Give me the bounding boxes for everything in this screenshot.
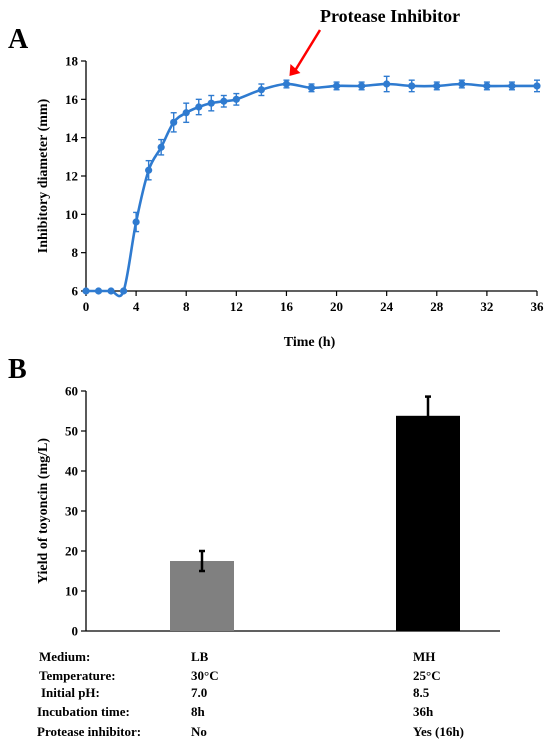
condition-label: Initial pH: — [41, 685, 100, 700]
protease-inhibitor-annotation: Protease Inhibitor — [320, 6, 460, 26]
bar-lb — [170, 561, 234, 631]
panel-a-letter: A — [8, 24, 29, 55]
condition-label: Protease inhibitor: — [37, 724, 142, 739]
data-point — [332, 82, 341, 90]
condition-lb-value: 30°C — [191, 668, 219, 683]
data-point — [195, 103, 203, 111]
y-axis-label-a: Inhibitory diameter (mm) — [36, 98, 51, 253]
data-point — [107, 287, 115, 295]
condition-mh-value: 36h — [413, 704, 434, 719]
arrow-shaft — [294, 29, 322, 71]
x-tick-label-a: 8 — [183, 299, 190, 314]
condition-label: Temperature: — [39, 668, 116, 683]
x-tick-label-a: 20 — [330, 299, 343, 314]
x-axis-label-a: Time (h) — [284, 335, 336, 350]
condition-lb-value: 8h — [191, 704, 205, 719]
x-tick-label-a: 36 — [531, 299, 545, 314]
data-point — [232, 95, 240, 103]
condition-mh-value: Yes (16h) — [413, 724, 464, 739]
data-point — [282, 80, 291, 88]
y-tick-label-b: 60 — [65, 384, 78, 399]
condition-mh-value: 25°C — [413, 668, 441, 683]
y-tick-label-a: 16 — [65, 92, 79, 107]
data-point — [433, 82, 441, 90]
panel-b-letter: B — [8, 354, 27, 385]
condition-lb-value: 7.0 — [191, 685, 208, 700]
condition-label: Medium: — [39, 649, 91, 664]
data-point — [533, 82, 541, 90]
x-tick-label-a: 4 — [133, 299, 140, 314]
y-tick-label-b: 10 — [65, 584, 78, 599]
y-tick-label-a: 10 — [65, 207, 78, 222]
data-point — [182, 109, 190, 117]
series-line — [85, 82, 537, 298]
y-tick-label-b: 50 — [65, 424, 78, 439]
bar-mh — [396, 415, 460, 631]
y-tick-label-b: 40 — [65, 464, 78, 479]
condition-mh-value: 8.5 — [413, 685, 430, 700]
data-point — [307, 84, 316, 92]
data-point — [170, 118, 178, 126]
y-tick-label-b: 0 — [72, 624, 79, 639]
y-tick-label-a: 8 — [72, 245, 79, 260]
condition-lb-value: LB — [191, 649, 209, 664]
condition-lb-value: No — [191, 724, 207, 739]
yield-bar-chart: 0 10 20 30 40 50 60 — [65, 384, 500, 639]
annotation-arrow — [289, 29, 322, 76]
x-tick-label-a: 28 — [430, 299, 444, 314]
y-tick-label-a: 14 — [65, 130, 79, 145]
condition-label: Incubation time: — [37, 704, 130, 719]
data-point — [145, 166, 153, 174]
y-axis-label-b: Yield of toyoncin (mg/L) — [36, 438, 51, 584]
arrow-head — [289, 64, 301, 76]
data-point — [157, 143, 165, 151]
y-tick-label-a: 18 — [65, 54, 79, 69]
x-tick-label-a: 12 — [230, 299, 243, 314]
data-point — [119, 287, 128, 295]
x-tick-label-a: 32 — [480, 299, 493, 314]
data-point — [383, 80, 391, 88]
data-point — [408, 82, 416, 90]
y-tick-label-a: 6 — [72, 284, 79, 299]
data-point — [132, 218, 140, 226]
data-point — [483, 82, 491, 90]
data-point — [207, 99, 215, 107]
condition-mh-value: MH — [413, 649, 436, 664]
y-tick-label-b: 20 — [65, 544, 78, 559]
data-point — [358, 82, 366, 90]
time-course-chart: 6 8 10 12 14 16 18 0 4 8 12 16 20 24 28 32 36 — [65, 54, 544, 315]
x-tick-label-a: 24 — [380, 299, 394, 314]
data-point — [458, 80, 466, 88]
y-tick-label-a: 12 — [65, 169, 78, 184]
x-tick-label-a: 0 — [83, 299, 90, 314]
data-point — [257, 86, 265, 94]
y-tick-label-b: 30 — [65, 504, 78, 519]
x-tick-label-a: 16 — [280, 299, 294, 314]
data-point — [508, 82, 516, 90]
data-point — [94, 287, 103, 295]
data-point — [220, 97, 228, 105]
data-point — [82, 287, 90, 295]
